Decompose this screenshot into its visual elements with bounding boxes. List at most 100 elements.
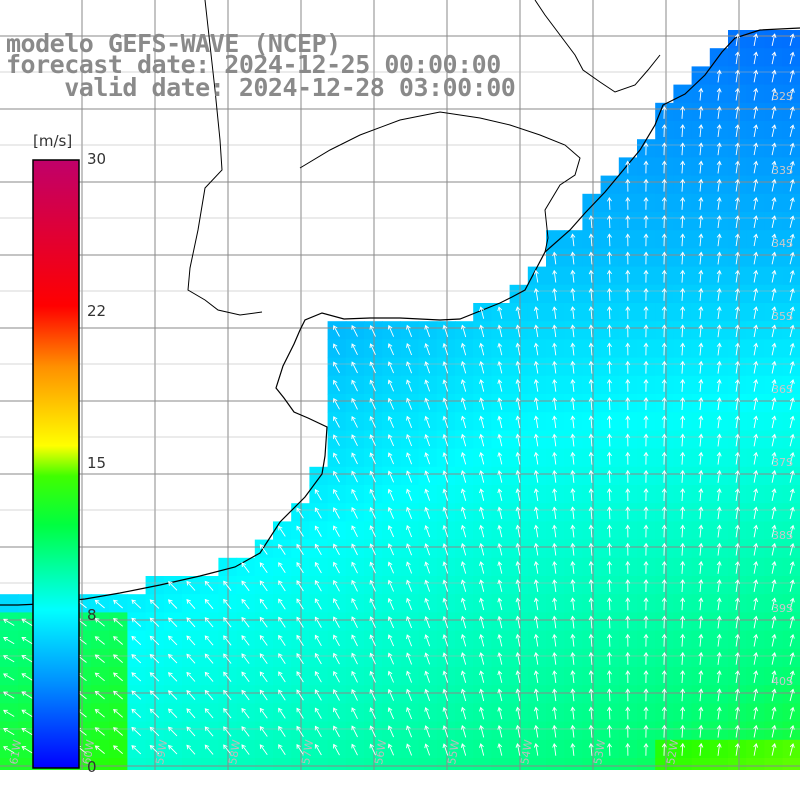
field-cell — [527, 485, 547, 504]
wind-arrow-head — [643, 615, 649, 621]
field-cell — [418, 594, 438, 613]
lat-label: 38S — [772, 529, 793, 542]
wind-arrow — [789, 634, 794, 647]
wind-arrow-head — [442, 342, 448, 348]
wind-arrow — [241, 726, 250, 737]
field-cell — [564, 630, 583, 650]
wind-arrow-head — [552, 615, 558, 621]
wind-arrow-head — [241, 726, 246, 731]
wind-arrow — [771, 707, 776, 720]
wind-arrow-head — [716, 469, 722, 475]
wind-arrow-head — [734, 652, 740, 657]
wind-arrow — [753, 270, 757, 283]
wind-arrow-head — [387, 470, 393, 476]
wind-arrow-head — [351, 670, 356, 676]
wind-arrow-head — [533, 652, 539, 657]
wind-arrow-head — [442, 743, 448, 749]
field-cell — [400, 648, 420, 668]
lat-label: 37S — [772, 456, 793, 469]
wind-arrow-head — [204, 580, 210, 586]
field-cell — [400, 576, 420, 595]
wind-arrow — [480, 725, 485, 738]
wind-arrow — [259, 580, 268, 592]
wind-arrow-head — [387, 634, 393, 640]
wind-arrow-head — [771, 324, 777, 330]
wind-arrow-head — [753, 124, 759, 129]
wind-arrow — [535, 434, 539, 447]
wind-arrow — [699, 252, 702, 265]
field-cell — [527, 594, 547, 613]
wind-arrow-head — [753, 415, 759, 421]
wind-arrow — [572, 634, 575, 647]
wind-arrow-head — [771, 69, 777, 75]
wind-arrow — [498, 434, 503, 447]
wind-arrow-head — [460, 579, 466, 585]
field-cell — [327, 375, 347, 395]
wind-arrow-head — [186, 580, 191, 586]
wind-arrow-head — [442, 415, 448, 421]
wind-arrow — [590, 306, 593, 320]
wind-arrow — [3, 728, 15, 736]
wind-arrow-head — [442, 670, 448, 676]
wind-arrow-head — [753, 160, 759, 166]
wind-arrow — [789, 125, 794, 137]
field-cell — [582, 193, 602, 213]
wind-arrow — [572, 270, 575, 283]
wind-arrow-head — [753, 506, 759, 512]
wind-arrow-head — [515, 706, 521, 712]
wind-arrow-head — [21, 618, 27, 624]
wind-arrow-head — [698, 579, 704, 584]
wind-arrow — [553, 307, 557, 319]
wind-arrow — [498, 416, 503, 429]
wind-arrow — [351, 543, 358, 556]
field-cell — [127, 667, 147, 686]
wind-arrow-head — [552, 579, 558, 584]
wind-arrow — [296, 507, 304, 519]
wind-arrow — [278, 689, 286, 701]
wind-arrow-head — [570, 506, 576, 512]
wind-arrow — [535, 270, 539, 283]
wind-arrow-head — [698, 87, 704, 93]
field-cell — [0, 594, 19, 613]
wind-arrow-head — [479, 470, 484, 475]
wind-arrow-head — [479, 615, 484, 621]
wind-arrow — [168, 617, 178, 628]
wind-arrow — [516, 580, 521, 592]
field-cell — [109, 594, 128, 613]
wind-arrow — [753, 725, 757, 738]
wind-arrow-head — [734, 178, 740, 184]
field-cell — [91, 612, 110, 632]
wind-arrow-head — [515, 561, 521, 566]
wind-arrow-head — [131, 635, 136, 641]
wind-arrow — [735, 671, 739, 683]
wind-arrow-head — [789, 124, 795, 130]
field-cell — [473, 394, 492, 413]
field-cell — [546, 612, 565, 632]
wind-arrow-head — [387, 525, 393, 530]
wind-arrow — [461, 671, 467, 683]
wind-arrow-head — [186, 690, 191, 695]
field-cell — [527, 430, 547, 450]
wind-arrow — [753, 598, 757, 611]
wind-arrow-head — [241, 707, 246, 713]
wind-arrow — [388, 361, 395, 374]
field-cell — [436, 375, 456, 395]
field-cell — [455, 485, 474, 504]
wind-arrow — [717, 397, 721, 411]
wind-arrow — [608, 689, 611, 702]
wind-arrow-head — [333, 416, 338, 421]
wind-arrow-head — [497, 561, 503, 566]
wind-arrow — [425, 416, 431, 428]
wind-arrow — [590, 652, 593, 665]
wind-arrow-head — [497, 706, 503, 712]
wind-arrow-head — [643, 469, 649, 475]
wind-arrow-head — [789, 342, 795, 348]
wind-arrow — [168, 672, 178, 682]
wind-arrow — [717, 106, 721, 119]
field-cell — [364, 721, 383, 741]
wind-arrow — [735, 634, 739, 647]
wind-arrow-head — [406, 579, 411, 585]
wind-arrow — [572, 598, 575, 611]
wind-arrow — [681, 397, 684, 411]
